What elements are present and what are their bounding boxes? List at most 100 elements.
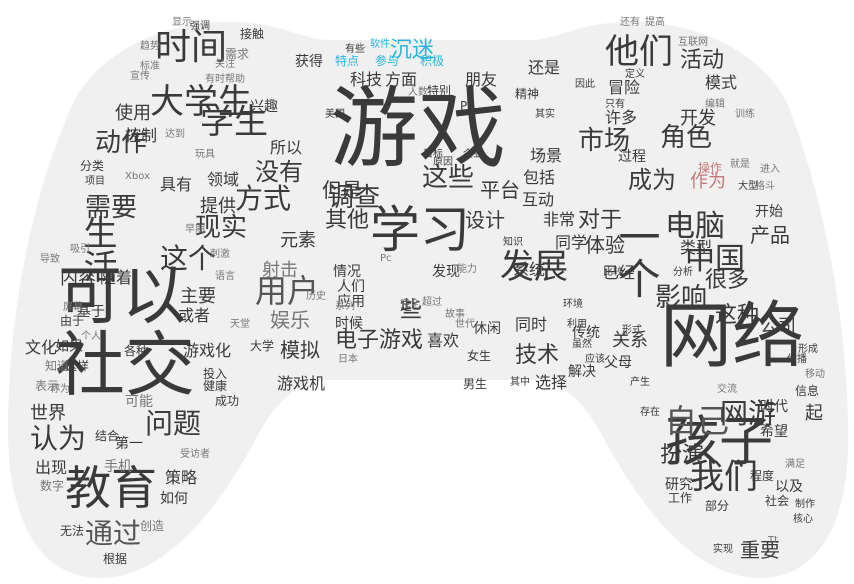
word: 精神 <box>515 87 540 101</box>
word: 电子游戏 <box>335 328 424 353</box>
word: 互动 <box>522 190 555 209</box>
word: 刺激 <box>210 249 230 260</box>
word: 情况 <box>333 264 361 280</box>
word: 模拟 <box>280 338 320 362</box>
word: 时间 <box>155 27 228 68</box>
word: 发现 <box>432 264 460 280</box>
word: 产生 <box>630 377 650 388</box>
word: 体验 <box>585 233 625 257</box>
word: 这种 <box>715 303 760 328</box>
word: 一个 <box>612 215 661 299</box>
word: 知识 <box>503 237 523 248</box>
word: 需求 <box>225 47 250 61</box>
word: 现实 <box>195 213 248 243</box>
word: 元素 <box>280 230 316 251</box>
word: 网络 <box>660 294 805 378</box>
word: 起 <box>805 403 823 424</box>
word: 扮演 <box>660 443 705 468</box>
word: 父母 <box>604 355 632 371</box>
word: 其他 <box>325 208 370 233</box>
word: 大学生 <box>150 82 252 122</box>
word: 人数 <box>408 87 428 98</box>
word: 冒险 <box>608 78 641 97</box>
word: 过程 <box>618 149 646 165</box>
word: 移动 <box>805 369 825 380</box>
word: Pc <box>380 253 392 264</box>
word: 作为 <box>690 171 726 192</box>
word: 日本 <box>338 354 358 365</box>
word: 科技 <box>350 70 383 89</box>
word: 解决 <box>568 364 596 380</box>
word: 主要 <box>180 286 216 307</box>
word: 大型 <box>738 181 758 192</box>
word: 目标 <box>423 149 443 160</box>
word: 但是 <box>322 178 362 202</box>
word: 如何 <box>160 491 188 507</box>
word: 选择 <box>535 373 568 392</box>
word: 场景 <box>530 146 563 165</box>
word: 知道 <box>45 359 70 373</box>
word: 问题 <box>145 407 202 440</box>
word: 具有 <box>160 175 193 194</box>
word: 结合 <box>95 429 120 443</box>
word: 美国 <box>325 109 345 120</box>
word: 核心 <box>793 514 813 525</box>
word: 认为 <box>30 422 87 455</box>
word: 人们 <box>337 279 365 295</box>
word: 所以 <box>270 138 303 157</box>
word: 形成 <box>798 344 818 355</box>
word: 手机 <box>104 459 132 475</box>
word: 学生 <box>200 102 268 142</box>
word: 方面 <box>385 70 418 89</box>
word: 进入 <box>760 164 780 175</box>
word: 实现 <box>713 544 733 555</box>
word: 关系 <box>612 330 648 351</box>
word: 游戏化 <box>183 341 232 360</box>
word: 喜欢 <box>427 331 460 350</box>
word: 女生 <box>467 349 492 363</box>
word: 表示 <box>35 379 60 393</box>
word: 还有 <box>620 17 640 28</box>
word: 超过 <box>422 297 442 308</box>
word: 操作 <box>698 161 723 175</box>
word: 工作 <box>668 491 693 505</box>
word: 沉迷 <box>390 38 435 63</box>
word: 很多 <box>705 268 750 293</box>
word: 投入 <box>203 367 228 381</box>
word: 出现 <box>35 458 68 477</box>
word: 接触 <box>240 27 265 41</box>
word: 游戏机 <box>277 374 326 393</box>
word: 积极 <box>420 54 445 68</box>
word: 其实 <box>535 109 555 120</box>
word: 就是 <box>730 159 750 170</box>
word: 创造 <box>140 519 165 533</box>
word: 休闲 <box>473 321 501 337</box>
word: 数字 <box>40 479 65 493</box>
word: 兴趣 <box>250 99 278 115</box>
word: 信息 <box>795 384 820 398</box>
word: 生活 <box>77 215 117 283</box>
word: 他们 <box>605 32 673 72</box>
word: 交流 <box>717 384 737 395</box>
word: 教育 <box>65 461 157 515</box>
word: 角色 <box>660 123 713 153</box>
word: 企业 <box>463 149 483 160</box>
word: 天堂 <box>230 319 250 330</box>
word: 应该 <box>585 354 605 365</box>
word: 导致 <box>40 254 60 265</box>
word: 同学 <box>555 233 588 252</box>
word: 随着 <box>100 268 133 287</box>
word: 研究 <box>665 477 693 493</box>
word: 因此 <box>575 79 595 90</box>
word: 方式 <box>235 182 292 215</box>
word: 这些 <box>422 163 475 193</box>
word: 故事 <box>445 309 465 320</box>
word: 宣传 <box>130 71 150 82</box>
word: 包括 <box>523 168 556 187</box>
word: 调查 <box>328 183 381 213</box>
word: 屏幕 <box>63 302 83 313</box>
word: 可以 <box>58 260 186 334</box>
word: 获得 <box>295 54 323 70</box>
word: 利用 <box>567 319 587 330</box>
